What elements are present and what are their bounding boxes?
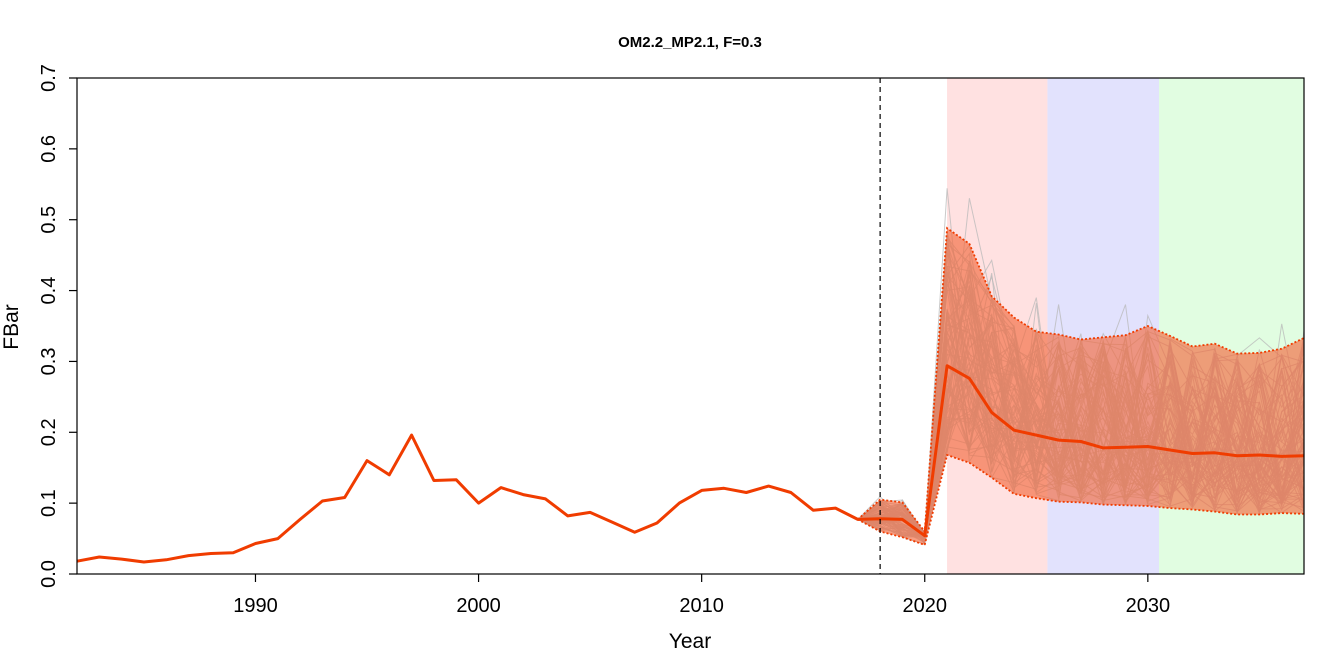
y-tick-label: 0.2 [38,418,60,446]
x-tick-label: 1990 [233,595,278,617]
band-area [857,228,1304,545]
y-tick-label: 0.7 [38,64,60,92]
y-tick-label: 0.3 [38,348,60,376]
x-tick-label: 2010 [679,595,724,617]
median-line [76,364,1305,564]
plot-frame [76,77,1305,575]
series-lines [76,226,1305,564]
y-tick-label: 0.5 [38,206,60,234]
x-axis-label: Year [669,630,711,653]
x-tick-label: 2030 [1126,595,1171,617]
x-tick-label: 2020 [902,595,947,617]
y-tick-label: 0.1 [38,489,60,517]
x-tick-label: 2000 [456,595,501,617]
upper-bound-line [857,226,1305,534]
axes: 1990 2000 2010 2020 2030 0.0 0.1 0.2 0.3 0.4 0.5 0.… [38,64,1170,617]
y-axis-label: FBar [0,304,23,350]
confidence-band [857,228,1304,545]
chart-title: OM2.2_MP2.1, F=0.3 [618,34,762,51]
y-tick-label: 0.6 [38,135,60,163]
y-tick-label: 0.0 [38,560,60,588]
y-tick-label: 0.4 [38,277,60,305]
